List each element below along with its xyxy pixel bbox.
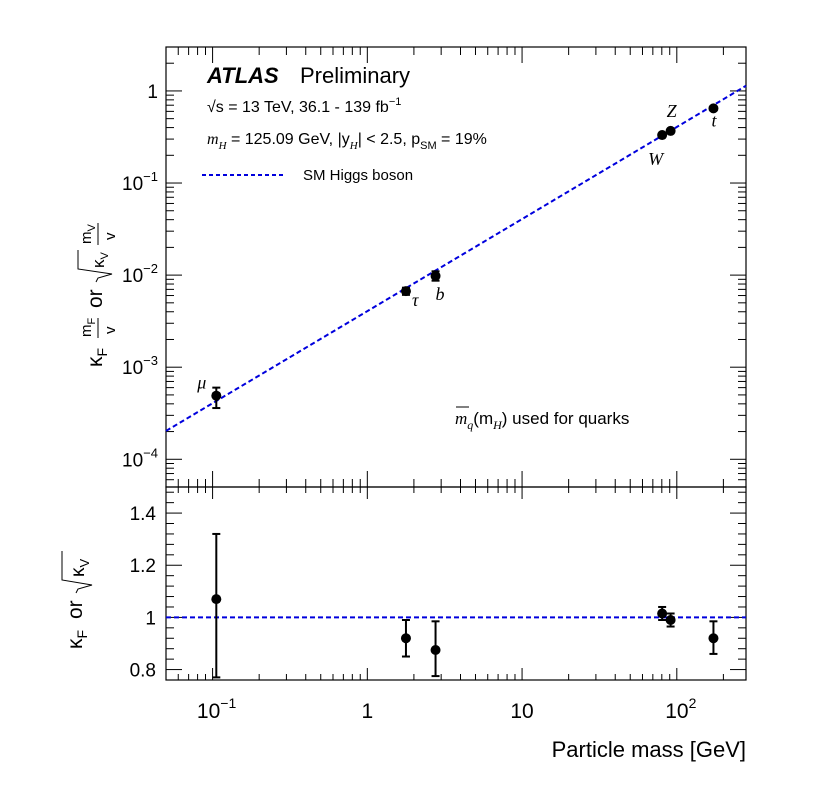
particle-label: W	[648, 149, 665, 169]
yh-subscript: H	[349, 140, 359, 152]
svg-text:or: or	[84, 289, 107, 308]
svg-text:mF: mF	[78, 318, 98, 338]
y-tick-label-main-base: 1	[147, 82, 158, 103]
x-tick-label: 10−1	[197, 695, 237, 723]
preliminary-label: Preliminary	[300, 63, 410, 88]
mh-text-c: = 19%	[437, 131, 487, 148]
y-tick-label-main: 1	[147, 82, 158, 103]
mh-text-a: = 125.09 GeV, |y	[227, 131, 350, 148]
svg-text:κF: κF	[64, 630, 90, 649]
x-tick-label: 1	[361, 700, 373, 723]
y-tick-label-ratio: 1.4	[130, 504, 157, 525]
quark-note-end: ) used for quarks	[502, 409, 630, 428]
y-tick-label-ratio: 0.8	[130, 661, 156, 682]
y-tick-label-main: 10−4	[122, 445, 158, 471]
svg-text:v: v	[102, 326, 119, 334]
x-tick-label-base: 10	[510, 700, 533, 723]
main-point-marker	[708, 103, 719, 114]
y-tick-label-main-base: 10	[122, 266, 143, 287]
y-tick-label-ratio: 1.2	[130, 556, 156, 577]
y-tick-label-main-exponent: −3	[143, 353, 158, 368]
y-tick-label-ratio: 1	[145, 608, 156, 629]
ratio-point-marker	[400, 633, 411, 644]
x-tick-label: 10	[510, 700, 533, 723]
svg-text:κV: κV	[89, 252, 111, 269]
axis-ticks	[165, 46, 746, 681]
quark-note: mq(mH) used for quarks	[455, 409, 629, 432]
x-tick-label-exponent: 2	[689, 695, 697, 711]
psm-subscript: SM	[420, 140, 437, 152]
main-point-marker	[400, 286, 411, 297]
ratio-panel-frame	[165, 486, 747, 681]
x-axis-title: Particle mass [GeV]	[552, 737, 746, 762]
svg-text:κF: κF	[84, 348, 110, 367]
x-tick-label-base: 10	[197, 700, 220, 723]
y-tick-label-main: 10−2	[122, 261, 158, 287]
particle-label: b	[436, 284, 445, 304]
mh-subscript: H	[218, 140, 228, 152]
main-point-marker	[211, 390, 222, 401]
particle-label: t	[711, 110, 717, 130]
mh-text-b: | < 2.5, p	[358, 131, 421, 148]
x-tick-label-exponent: −1	[220, 695, 236, 711]
particle-label: τ	[412, 290, 419, 310]
quark-note-mid: (m	[473, 409, 493, 428]
data-points	[211, 103, 719, 679]
y-tick-label-main-exponent: −2	[143, 261, 158, 276]
main-y-axis-title: κF mF v or κV mV v	[77, 223, 119, 367]
ratio-point-marker	[665, 615, 676, 626]
svg-text:v: v	[102, 232, 119, 240]
main-point-marker	[657, 130, 668, 141]
quark-note-q: q	[467, 418, 473, 432]
y-tick-label-main-base: 10	[122, 358, 143, 379]
x-tick-label: 102	[665, 695, 696, 723]
svg-text:mV: mV	[78, 224, 98, 245]
energy-lumi-label: √s = 13 TeV, 36.1 - 139 fb−1	[207, 96, 401, 116]
x-tick-label-base: 10	[665, 700, 688, 723]
ratio-y-axis-title: κF or κV	[61, 551, 93, 649]
svg-text:κV: κV	[68, 559, 92, 578]
sm-higgs-line	[165, 84, 747, 432]
particle-label: Z	[667, 101, 678, 121]
atlas-label: ATLAS	[206, 63, 279, 88]
main-point-marker	[665, 125, 676, 136]
sm-lines	[165, 84, 747, 619]
quark-note-m: m	[455, 409, 467, 428]
svg-text:or: or	[64, 600, 87, 619]
ratio-point-marker	[708, 633, 719, 644]
energy-lumi-text: √s = 13 TeV, 36.1 - 139 fb	[207, 99, 389, 116]
legend-label: SM Higgs boson	[303, 167, 413, 184]
y-tick-label-main-base: 10	[122, 450, 143, 471]
ratio-point-marker	[430, 645, 441, 656]
y-tick-label-main-exponent: −4	[143, 445, 158, 460]
lumi-exponent: −1	[389, 96, 402, 108]
y-tick-label-main: 10−3	[122, 353, 158, 379]
main-point-marker	[430, 270, 441, 281]
ratio-point-marker	[211, 594, 222, 605]
mh-pvalue-label: mH = 125.09 GeV, |yH| < 2.5, pSM = 19%	[207, 131, 487, 152]
y-tick-label-main-base: 10	[122, 174, 143, 195]
mh-symbol: m	[207, 131, 219, 148]
quark-note-h: H	[492, 418, 503, 432]
ratio-point-marker	[657, 608, 668, 619]
particle-label: μ	[196, 373, 206, 393]
y-tick-label-main-exponent: −1	[143, 169, 158, 184]
x-tick-label-base: 1	[361, 700, 373, 723]
y-tick-label-main: 10−1	[122, 169, 158, 195]
